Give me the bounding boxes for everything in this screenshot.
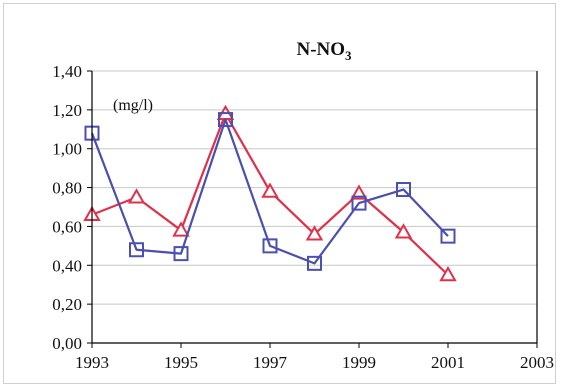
line-chart: N-NO3 (mg/l) 0,00 0,20 0,40 0,60 0,80 1,00 1,2… (52, 39, 554, 372)
x-tick-label: 1997 (253, 353, 288, 372)
triangle-marker (439, 265, 457, 282)
x-tick-label: 1999 (342, 353, 376, 372)
chart-title-main: N-NO (296, 39, 345, 60)
x-tick-label: 1993 (75, 353, 109, 372)
y-tick-label: 0,00 (52, 334, 82, 353)
triangle-marker (350, 184, 368, 200)
series-layer (83, 104, 457, 282)
square-marker (173, 246, 189, 262)
triangle-marker (261, 182, 279, 198)
axes (87, 70, 538, 348)
y-tick-label: 0,80 (52, 179, 82, 198)
square-marker (307, 255, 322, 271)
x-tick-label: 2003 (520, 353, 554, 372)
y-tick-label: 1,40 (52, 62, 82, 81)
square-marker (351, 195, 367, 211)
chart-area: N-NO3 (mg/l) 0,00 0,20 0,40 0,60 0,80 1,00 1,2… (3, 3, 556, 384)
y-tick-label: 1,20 (52, 101, 82, 120)
chart-title: N-NO3 (296, 39, 352, 63)
triangle-marker (394, 223, 413, 239)
square-marker (396, 182, 411, 198)
y-tick-label: 1,00 (52, 140, 82, 159)
chart-title-subscript: 3 (345, 48, 352, 63)
x-tick-label: 1995 (164, 353, 198, 372)
y-tick-label: 0,60 (52, 217, 82, 236)
square-marker (262, 238, 278, 254)
square-marker (218, 112, 233, 128)
triangle-marker (127, 188, 146, 204)
y-tick-label: 0,20 (52, 295, 82, 314)
series-line-2 (90, 118, 449, 265)
square-marker (440, 228, 456, 244)
triangle-marker (305, 225, 324, 241)
triangle-marker (172, 221, 190, 237)
unit-label: (mg/l) (113, 97, 153, 114)
x-tick-label: 2001 (431, 353, 465, 372)
square-marker (129, 242, 144, 258)
tick-labels: 0,00 0,20 0,40 0,60 0,80 1,00 1,20 1,40 1993 1995… (52, 62, 554, 372)
y-tick-label: 0,40 (52, 256, 82, 275)
